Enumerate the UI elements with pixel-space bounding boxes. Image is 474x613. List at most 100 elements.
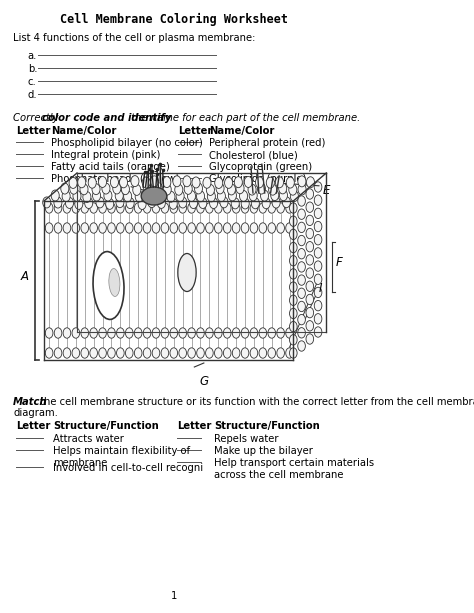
Circle shape xyxy=(279,183,287,194)
Circle shape xyxy=(314,208,322,219)
Circle shape xyxy=(143,203,151,213)
Circle shape xyxy=(54,223,62,233)
Circle shape xyxy=(54,203,62,213)
Circle shape xyxy=(192,177,200,188)
Circle shape xyxy=(268,203,275,213)
Circle shape xyxy=(314,195,322,205)
Circle shape xyxy=(314,300,322,311)
Circle shape xyxy=(277,223,284,233)
Circle shape xyxy=(161,328,169,338)
Circle shape xyxy=(126,348,133,358)
Circle shape xyxy=(161,223,169,233)
Circle shape xyxy=(268,328,275,338)
Circle shape xyxy=(90,203,98,213)
Circle shape xyxy=(298,235,305,246)
Circle shape xyxy=(179,203,186,213)
Circle shape xyxy=(152,348,160,358)
Circle shape xyxy=(216,183,224,194)
Circle shape xyxy=(167,191,175,202)
Text: Glycolipids (purple): Glycolipids (purple) xyxy=(209,174,306,184)
Circle shape xyxy=(197,348,204,358)
Circle shape xyxy=(99,328,106,338)
Circle shape xyxy=(275,177,283,188)
Circle shape xyxy=(223,328,231,338)
Circle shape xyxy=(188,223,195,233)
Circle shape xyxy=(232,348,240,358)
Circle shape xyxy=(90,328,98,338)
Circle shape xyxy=(290,216,297,226)
Text: Helps maintain flexibility of
membrane: Helps maintain flexibility of membrane xyxy=(53,446,190,468)
Circle shape xyxy=(187,191,195,202)
Circle shape xyxy=(81,223,89,233)
Text: List 4 functions of the cell or plasma membrane:: List 4 functions of the cell or plasma m… xyxy=(13,33,255,43)
Circle shape xyxy=(286,177,294,188)
Circle shape xyxy=(81,203,89,213)
Circle shape xyxy=(232,223,240,233)
Circle shape xyxy=(152,328,160,338)
Circle shape xyxy=(249,190,257,201)
Circle shape xyxy=(244,177,252,188)
Circle shape xyxy=(215,348,222,358)
Text: Cell Membrane Coloring Worksheet: Cell Membrane Coloring Worksheet xyxy=(60,13,288,26)
Circle shape xyxy=(54,197,62,208)
Circle shape xyxy=(70,183,78,194)
Circle shape xyxy=(259,328,267,338)
Circle shape xyxy=(250,348,258,358)
Circle shape xyxy=(277,328,284,338)
Circle shape xyxy=(161,203,169,213)
Circle shape xyxy=(126,197,134,208)
Circle shape xyxy=(108,348,115,358)
Circle shape xyxy=(269,184,277,195)
Circle shape xyxy=(257,183,265,194)
Circle shape xyxy=(197,328,204,338)
Circle shape xyxy=(85,197,93,208)
Circle shape xyxy=(314,287,322,298)
Circle shape xyxy=(298,314,305,325)
Circle shape xyxy=(298,209,305,219)
Circle shape xyxy=(190,197,198,208)
Circle shape xyxy=(298,341,305,351)
Circle shape xyxy=(72,223,80,233)
Text: Match: Match xyxy=(13,397,48,407)
Circle shape xyxy=(248,184,256,195)
Circle shape xyxy=(298,301,305,311)
Circle shape xyxy=(197,223,204,233)
Circle shape xyxy=(104,190,112,201)
Circle shape xyxy=(81,328,89,338)
Circle shape xyxy=(108,328,115,338)
Circle shape xyxy=(134,348,142,358)
Circle shape xyxy=(184,183,192,194)
Text: Make up the bilayer: Make up the bilayer xyxy=(214,446,313,456)
Circle shape xyxy=(203,177,211,188)
Circle shape xyxy=(306,334,314,345)
Circle shape xyxy=(143,328,151,338)
Circle shape xyxy=(54,348,62,358)
Circle shape xyxy=(314,182,322,192)
Circle shape xyxy=(143,223,151,233)
Circle shape xyxy=(314,235,322,245)
Circle shape xyxy=(232,328,240,338)
Circle shape xyxy=(176,191,184,202)
Ellipse shape xyxy=(141,187,167,205)
Circle shape xyxy=(286,348,293,358)
Circle shape xyxy=(170,328,178,338)
Circle shape xyxy=(306,215,314,226)
Circle shape xyxy=(262,198,270,209)
Text: H: H xyxy=(182,264,191,275)
Circle shape xyxy=(170,203,178,213)
Circle shape xyxy=(298,275,305,285)
Circle shape xyxy=(54,328,62,338)
Circle shape xyxy=(290,335,297,345)
Circle shape xyxy=(155,183,163,194)
Circle shape xyxy=(306,294,314,305)
Text: c.: c. xyxy=(28,77,36,87)
Circle shape xyxy=(261,190,269,201)
Circle shape xyxy=(306,281,314,291)
Circle shape xyxy=(197,203,204,213)
Circle shape xyxy=(72,328,80,338)
Circle shape xyxy=(63,328,71,338)
Circle shape xyxy=(46,223,53,233)
Circle shape xyxy=(65,197,73,208)
Text: Phospholipid bilayer (no color): Phospholipid bilayer (no color) xyxy=(51,138,203,148)
Circle shape xyxy=(225,177,233,188)
